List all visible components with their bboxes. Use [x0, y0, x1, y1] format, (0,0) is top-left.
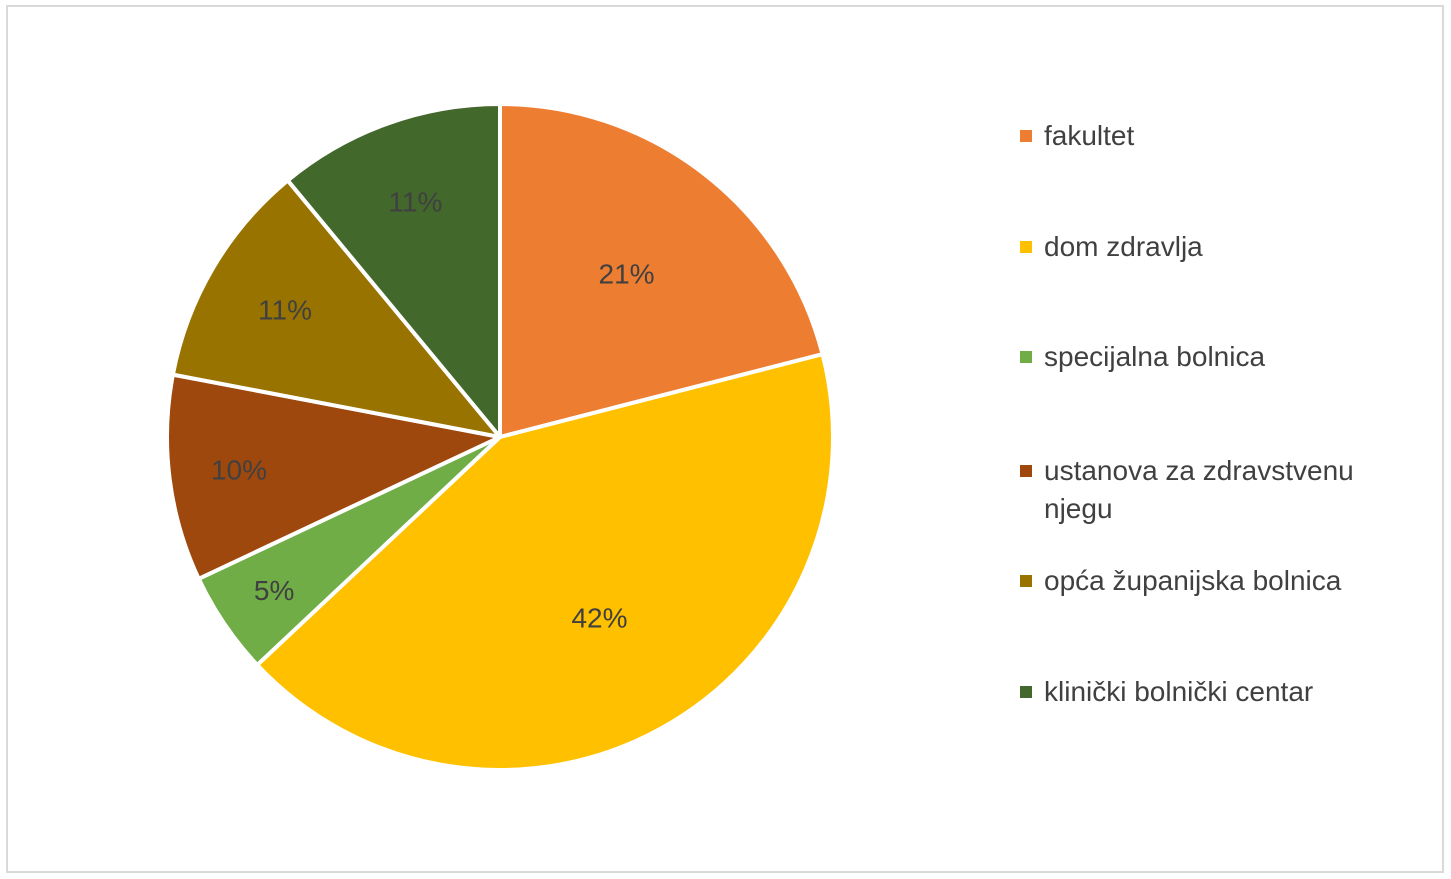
- legend-label: klinički bolnički centar: [1044, 676, 1314, 707]
- pie-slice-0: [498, 102, 825, 439]
- data-label-3: 10%: [211, 454, 267, 485]
- legend-swatch: [1020, 351, 1032, 363]
- pie-slice-1: [255, 352, 835, 772]
- legend-label: fakultet: [1044, 120, 1135, 151]
- legend-swatch: [1020, 465, 1032, 477]
- pie-slice-5: [285, 102, 502, 439]
- pie-data-labels: 21% 42% 5% 10% 11% 11%: [211, 187, 655, 634]
- legend-label: ustanova za zdravstvenu njegu: [1044, 455, 1354, 524]
- legend-swatch: [1020, 130, 1032, 142]
- legend-label: dom zdravlja: [1044, 231, 1203, 262]
- data-label-4: 11%: [258, 294, 312, 325]
- legend-swatch: [1020, 241, 1032, 253]
- data-label-5: 11%: [388, 187, 442, 218]
- legend-label: specijalna bolnica: [1044, 341, 1266, 372]
- legend-swatch: [1020, 686, 1032, 698]
- pie-slice-3: [165, 372, 502, 581]
- data-label-1: 42%: [571, 602, 627, 633]
- pie-slices: [165, 102, 835, 772]
- legend-swatch: [1020, 575, 1032, 587]
- legend-label: opća županijska bolnica: [1044, 565, 1342, 596]
- data-label-0: 21%: [599, 258, 655, 289]
- pie-slice-4: [170, 178, 502, 439]
- data-label-2: 5%: [254, 575, 294, 606]
